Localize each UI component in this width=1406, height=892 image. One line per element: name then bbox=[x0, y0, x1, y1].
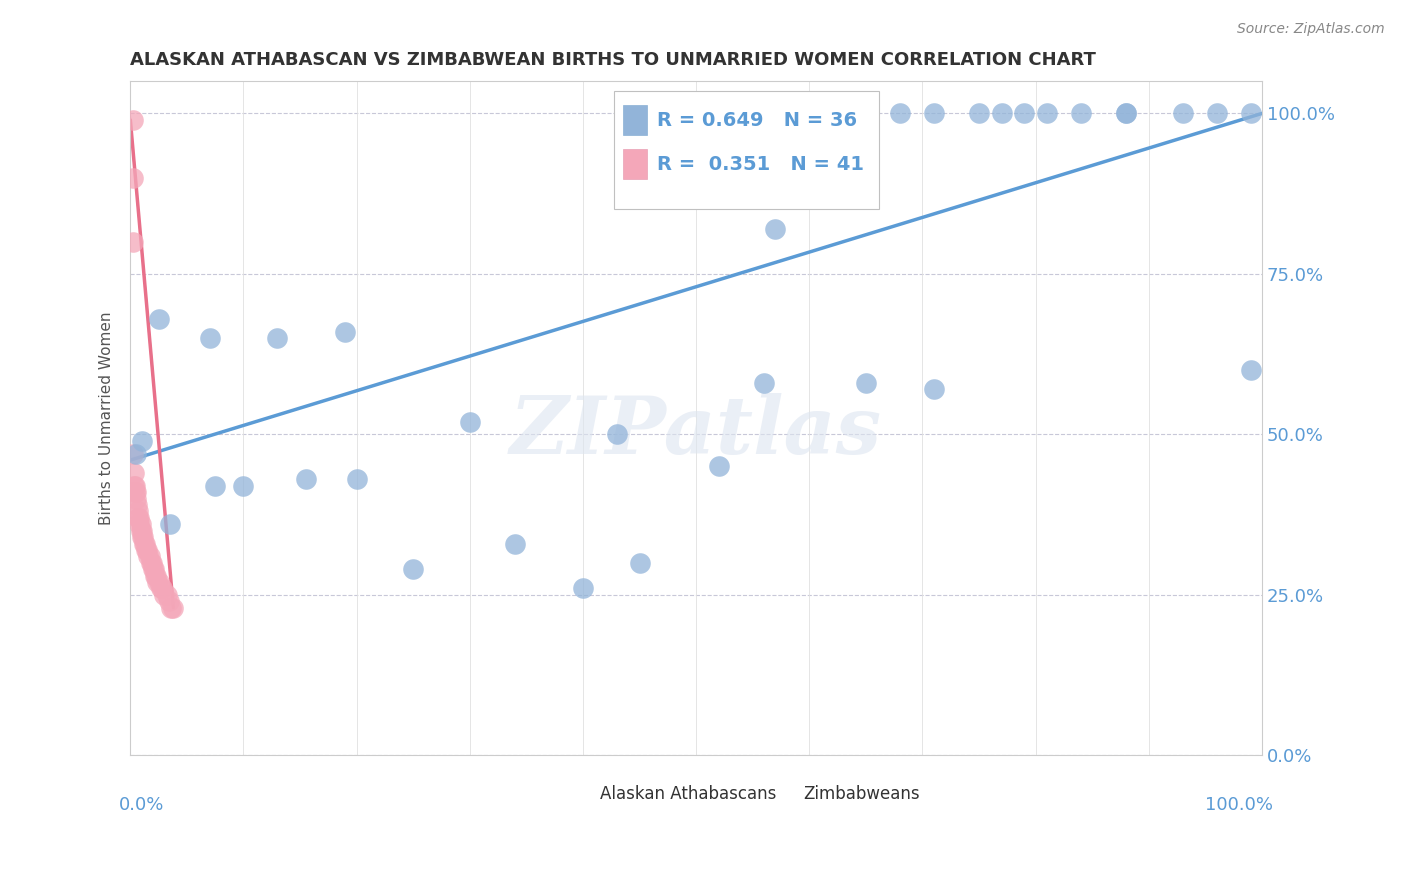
Point bbox=[148, 575, 170, 590]
Point bbox=[132, 536, 155, 550]
Text: Source: ZipAtlas.com: Source: ZipAtlas.com bbox=[1237, 22, 1385, 37]
Point bbox=[232, 479, 254, 493]
Point bbox=[1070, 106, 1092, 120]
Point bbox=[143, 562, 166, 576]
Point bbox=[135, 543, 157, 558]
Point bbox=[127, 511, 149, 525]
FancyBboxPatch shape bbox=[623, 149, 647, 179]
Point bbox=[855, 376, 877, 390]
Point bbox=[1036, 106, 1059, 120]
Point bbox=[922, 383, 945, 397]
Text: R =  0.351   N = 41: R = 0.351 N = 41 bbox=[657, 154, 863, 174]
Point bbox=[266, 331, 288, 345]
Point bbox=[153, 588, 176, 602]
Text: 0.0%: 0.0% bbox=[120, 796, 165, 814]
Point bbox=[131, 530, 153, 544]
Point bbox=[136, 543, 159, 558]
Point bbox=[124, 485, 146, 500]
Point bbox=[160, 600, 183, 615]
Point bbox=[122, 466, 145, 480]
Point bbox=[752, 376, 775, 390]
Point bbox=[121, 447, 143, 461]
Point bbox=[127, 504, 149, 518]
Y-axis label: Births to Unmarried Women: Births to Unmarried Women bbox=[100, 311, 114, 525]
Point bbox=[922, 106, 945, 120]
Point bbox=[889, 106, 911, 120]
Point bbox=[134, 536, 156, 550]
Point bbox=[1012, 106, 1035, 120]
Point bbox=[335, 325, 357, 339]
Point bbox=[128, 517, 150, 532]
Text: R = 0.649   N = 36: R = 0.649 N = 36 bbox=[657, 111, 856, 130]
Point bbox=[990, 106, 1012, 120]
Point bbox=[138, 549, 160, 564]
FancyBboxPatch shape bbox=[572, 782, 595, 805]
Point bbox=[294, 472, 316, 486]
Point bbox=[204, 479, 226, 493]
Point bbox=[198, 331, 221, 345]
Text: Zimbabweans: Zimbabweans bbox=[804, 786, 921, 804]
Point bbox=[157, 594, 180, 608]
Point bbox=[159, 517, 181, 532]
Point bbox=[125, 491, 148, 506]
Point bbox=[131, 434, 153, 448]
Point bbox=[125, 447, 148, 461]
Point bbox=[1205, 106, 1227, 120]
Text: Alaskan Athabascans: Alaskan Athabascans bbox=[600, 786, 776, 804]
Point bbox=[131, 524, 153, 538]
Point bbox=[143, 568, 166, 582]
Point bbox=[155, 588, 177, 602]
FancyBboxPatch shape bbox=[623, 105, 647, 136]
Point bbox=[124, 479, 146, 493]
Point bbox=[129, 524, 152, 538]
Point bbox=[145, 568, 167, 582]
Point bbox=[628, 556, 651, 570]
Point bbox=[127, 498, 149, 512]
Point bbox=[1239, 363, 1261, 377]
Point bbox=[121, 170, 143, 185]
Point bbox=[1239, 106, 1261, 120]
Point bbox=[503, 536, 526, 550]
Point bbox=[125, 485, 148, 500]
Point bbox=[139, 556, 162, 570]
Point bbox=[346, 472, 368, 486]
FancyBboxPatch shape bbox=[775, 782, 799, 805]
FancyBboxPatch shape bbox=[613, 92, 879, 210]
Point bbox=[1115, 106, 1137, 120]
Point bbox=[122, 479, 145, 493]
Point bbox=[138, 549, 160, 564]
Point bbox=[402, 562, 425, 576]
Point bbox=[141, 556, 163, 570]
Point bbox=[146, 575, 169, 590]
Point bbox=[128, 511, 150, 525]
Point bbox=[121, 112, 143, 127]
Point bbox=[707, 459, 730, 474]
Point bbox=[1115, 106, 1137, 120]
Point bbox=[799, 106, 821, 120]
Text: ALASKAN ATHABASCAN VS ZIMBABWEAN BIRTHS TO UNMARRIED WOMEN CORRELATION CHART: ALASKAN ATHABASCAN VS ZIMBABWEAN BIRTHS … bbox=[131, 51, 1097, 69]
Point bbox=[121, 235, 143, 249]
Point bbox=[149, 582, 172, 596]
Text: 100.0%: 100.0% bbox=[1205, 796, 1274, 814]
Point bbox=[606, 427, 628, 442]
Text: ZIPatlas: ZIPatlas bbox=[510, 393, 882, 471]
Point bbox=[148, 311, 170, 326]
Point bbox=[132, 530, 155, 544]
Point bbox=[150, 582, 173, 596]
Point bbox=[129, 517, 152, 532]
Point bbox=[142, 562, 165, 576]
Point bbox=[967, 106, 990, 120]
Point bbox=[458, 415, 481, 429]
Point bbox=[763, 222, 786, 236]
Point bbox=[162, 600, 184, 615]
Point bbox=[1171, 106, 1194, 120]
Point bbox=[572, 582, 595, 596]
